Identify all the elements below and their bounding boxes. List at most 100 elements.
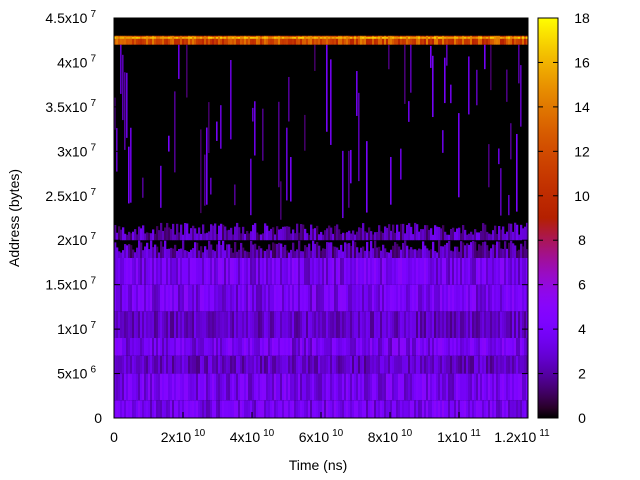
heatmap-cell — [396, 400, 399, 418]
heatmap-cell — [332, 233, 335, 241]
heatmap-hot-cell — [326, 35, 329, 45]
heatmap-cell — [388, 252, 391, 258]
heatmap-cell — [260, 234, 263, 241]
heatmap-cell — [362, 223, 365, 241]
heatmap-cell — [228, 355, 231, 374]
heatmap-cell — [330, 355, 333, 374]
heatmap-cell — [146, 400, 149, 418]
heatmap-cell — [172, 223, 175, 241]
heatmap-cell — [388, 258, 391, 285]
heatmap-cell — [432, 284, 435, 312]
heatmap-cell — [424, 245, 427, 258]
heatmap-cell — [222, 355, 225, 374]
heatmap-cell — [230, 400, 233, 418]
heatmap-cell — [132, 258, 135, 285]
heatmap-cell — [398, 231, 401, 241]
heatmap-cell — [114, 373, 117, 401]
heatmap-hot-cell — [144, 36, 147, 39]
heatmap-cell — [458, 227, 461, 241]
heatmap-cell — [244, 258, 247, 285]
heatmap-cell — [260, 338, 263, 356]
heatmap-cell — [442, 338, 445, 356]
heatmap-cell — [294, 311, 297, 338]
heatmap-cell — [154, 233, 157, 241]
heatmap-cell — [170, 373, 173, 401]
heatmap-cell — [370, 284, 373, 312]
heatmap-cell — [158, 355, 161, 374]
heatmap-cell — [502, 338, 505, 356]
heatmap-cell — [412, 284, 415, 312]
heatmap-cell — [324, 373, 327, 401]
heatmap-cell — [326, 284, 329, 312]
heatmap-cell — [222, 284, 225, 312]
heatmap-hot-cell — [234, 35, 237, 45]
heatmap-cell — [508, 223, 511, 241]
heatmap-cell — [482, 258, 485, 285]
heatmap-cell — [412, 234, 415, 241]
heatmap-cell — [410, 311, 413, 338]
heatmap-cell — [308, 243, 311, 258]
heatmap-cell — [386, 284, 389, 312]
heatmap-hot-cell — [474, 35, 477, 45]
heatmap-cell — [396, 284, 399, 312]
heatmap-cell — [422, 355, 425, 374]
heatmap-cell — [336, 284, 339, 312]
heatmap-cell — [118, 226, 121, 241]
heatmap-cell — [434, 355, 437, 374]
heatmap-cell — [428, 400, 431, 418]
heatmap-cell — [518, 338, 521, 356]
heatmap-cell — [374, 338, 377, 356]
heatmap-hot-cell — [478, 36, 481, 39]
heatmap-cell — [360, 284, 363, 312]
heatmap-hot-cell — [450, 35, 453, 45]
heatmap-cell — [464, 373, 467, 401]
heatmap-cell — [440, 246, 443, 258]
heatmap-hot-cell — [468, 36, 471, 39]
heatmap-hot-cell — [502, 35, 505, 45]
heatmap-cell — [356, 284, 359, 312]
heatmap-cell — [256, 232, 259, 241]
heatmap-cell — [124, 233, 127, 241]
heatmap-cell — [402, 400, 405, 418]
heatmap-hot-cell — [240, 35, 243, 45]
heatmap-hot-cell — [218, 35, 221, 45]
heatmap-hot-cell — [316, 36, 319, 39]
heatmap-cell — [254, 311, 257, 338]
heatmap-cell — [468, 355, 471, 374]
heatmap-cell — [156, 226, 159, 241]
heatmap-cell — [494, 338, 497, 356]
heatmap-cell — [480, 245, 483, 258]
heatmap-hot-cell — [288, 35, 291, 45]
heatmap-cell — [456, 355, 459, 374]
heatmap-cell — [474, 258, 477, 285]
heatmap-cell — [250, 258, 253, 285]
heatmap-cell — [146, 355, 149, 374]
heatmap-hot-cell — [294, 35, 297, 45]
heatmap-cell — [308, 258, 311, 285]
heatmap-cell — [500, 229, 503, 241]
heatmap-hot-cell — [326, 36, 329, 39]
heatmap-cell — [230, 311, 233, 338]
heatmap-cell — [486, 311, 489, 338]
heatmap-cell — [414, 338, 417, 356]
heatmap-hot-cell — [360, 36, 363, 39]
heatmap-cell — [366, 258, 369, 285]
heatmap-cell — [240, 233, 243, 241]
heatmap-cell — [500, 248, 503, 258]
heatmap-cell — [300, 284, 303, 312]
heatmap-cell — [208, 373, 211, 401]
heatmap-cell — [316, 400, 319, 418]
heatmap-cell — [480, 338, 483, 356]
heatmap-cell — [220, 400, 223, 418]
heatmap-cell — [302, 338, 305, 356]
heatmap-cell — [430, 249, 433, 258]
heatmap-cell — [302, 224, 305, 241]
heatmap-cell — [406, 311, 409, 338]
y-tick-label: 4x10 7 — [57, 53, 96, 70]
heatmap-cell — [166, 400, 169, 418]
heatmap-cell — [194, 311, 197, 338]
heatmap-hot-cell — [244, 35, 247, 45]
heatmap-streak — [128, 146, 130, 204]
heatmap-cell — [148, 400, 151, 418]
heatmap-cell — [144, 355, 147, 374]
